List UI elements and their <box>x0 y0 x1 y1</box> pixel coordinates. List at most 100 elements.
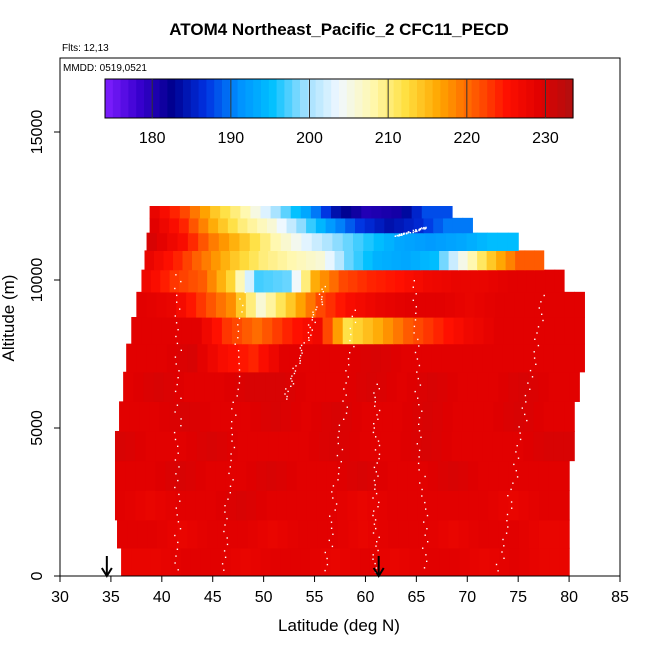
heatmap-cell <box>235 269 246 293</box>
track-point <box>527 382 529 384</box>
colorbar-swatch <box>105 79 114 118</box>
track-point <box>310 334 312 336</box>
colorbar-swatch <box>198 79 207 118</box>
heatmap-cell <box>431 430 443 462</box>
colorbar-swatch <box>206 79 215 118</box>
colorbar-swatch <box>557 79 566 118</box>
track-point <box>347 358 350 360</box>
heatmap-cell <box>183 371 195 402</box>
y-axis-label: Altitude (m) <box>0 275 18 362</box>
heatmap-cell <box>498 519 510 549</box>
heatmap-cell <box>218 232 230 251</box>
heatmap-cell <box>443 217 454 234</box>
heatmap-cell <box>349 430 361 462</box>
heatmap-cell <box>468 460 479 491</box>
track-point <box>378 409 381 412</box>
track-point <box>320 298 323 301</box>
heatmap-cell <box>210 547 222 576</box>
heatmap-cell <box>488 371 499 402</box>
track-point <box>413 280 415 282</box>
colorbar-swatch <box>362 79 371 118</box>
heatmap-cell <box>320 206 332 219</box>
colorbar-swatch <box>151 79 161 118</box>
track-point <box>419 384 422 386</box>
heatmap-cell <box>394 232 406 251</box>
heatmap-cell <box>154 250 165 271</box>
track-point <box>405 232 408 234</box>
heatmap-cell <box>441 343 453 373</box>
track-point <box>174 486 176 489</box>
heatmap-cell <box>240 547 252 576</box>
track-point <box>394 235 397 237</box>
track-point <box>290 385 292 387</box>
heatmap-cell <box>549 519 560 549</box>
track-point <box>373 423 375 425</box>
heatmap-cell <box>385 291 396 318</box>
heatmap-cell <box>240 401 252 432</box>
track-point <box>343 418 345 420</box>
heatmap-cell <box>488 460 500 491</box>
heatmap-cell <box>462 217 473 234</box>
heatmap-cell <box>508 460 520 491</box>
colorbar-swatch <box>479 79 488 118</box>
track-point <box>180 280 182 283</box>
track-point <box>519 432 521 434</box>
heatmap-cell <box>432 401 444 432</box>
heatmap-cell <box>518 519 530 549</box>
heatmap-cell <box>400 430 412 462</box>
heatmap-cell <box>483 317 495 345</box>
heatmap-cell <box>179 401 191 432</box>
heatmap-cell <box>236 460 247 491</box>
track-point <box>179 500 181 502</box>
heatmap-cell <box>195 460 207 491</box>
heatmap-cell <box>194 371 205 402</box>
colorbar-swatch <box>346 79 356 118</box>
track-point <box>231 421 233 423</box>
heatmap-cell <box>445 232 457 251</box>
heatmap-cell <box>165 460 177 491</box>
colorbar-swatch <box>315 79 324 118</box>
track-point <box>177 479 179 482</box>
heatmap-cell <box>135 490 146 521</box>
heatmap-cell <box>339 430 351 462</box>
heatmap-cell <box>417 490 429 521</box>
track-point <box>174 562 176 564</box>
heatmap-cell <box>372 317 384 345</box>
heatmap-cell <box>367 490 378 521</box>
track-point <box>314 321 316 324</box>
heatmap-cell <box>301 232 313 251</box>
heatmap-cell <box>448 460 459 491</box>
heatmap-cell <box>467 371 479 402</box>
date-label: MMDD: 0519,0521 <box>63 63 147 74</box>
track-point <box>226 517 228 520</box>
heatmap-cell <box>237 430 249 462</box>
heatmap-cell <box>524 291 536 318</box>
track-point <box>541 313 543 315</box>
heatmap-cell <box>432 269 443 293</box>
track-point <box>415 293 417 295</box>
heatmap-cell <box>135 460 146 491</box>
track-point <box>301 352 303 354</box>
heatmap-cell <box>569 371 580 402</box>
track-point <box>307 331 310 334</box>
heatmap-cell <box>135 430 147 462</box>
track-point <box>413 325 416 328</box>
heatmap-cell <box>433 317 444 345</box>
heatmap-cell <box>340 343 351 373</box>
heatmap-cell <box>179 269 189 293</box>
heatmap-cell <box>311 232 323 251</box>
heatmap-cell <box>129 401 140 432</box>
marker-arrows <box>100 556 385 578</box>
track-point <box>237 350 240 352</box>
heatmap-cell <box>539 547 550 576</box>
track-point <box>418 469 420 471</box>
heatmap-cell <box>208 232 220 251</box>
heatmap-cell <box>382 317 394 345</box>
heatmap-cell <box>315 371 327 402</box>
heatmap-cell <box>220 547 232 576</box>
colorbar-swatch <box>214 79 223 118</box>
heatmap-cell <box>260 232 272 251</box>
heatmap-cell <box>177 343 188 373</box>
heatmap-cell <box>533 401 545 432</box>
heatmap-cell <box>391 206 403 219</box>
